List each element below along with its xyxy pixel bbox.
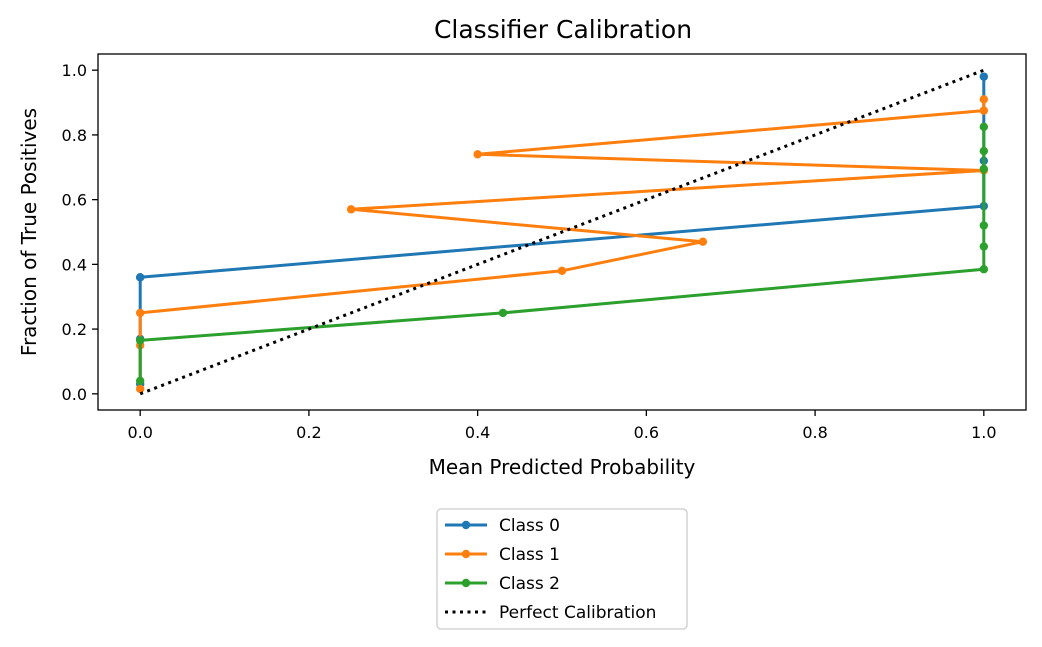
data-point-series2-6 [979, 164, 989, 174]
x-tick-label: 0.8 [802, 423, 827, 442]
data-point-series1-9 [979, 95, 989, 104]
y-axis-ticks: 0.0 0.2 0.4 0.6 0.8 1.0 [62, 61, 98, 404]
data-point-series1-4 [698, 237, 708, 246]
data-point-series1-2 [135, 308, 145, 318]
y-tick-label: 0.4 [62, 255, 87, 274]
data-point-series2-1 [135, 336, 145, 345]
data-point-series0-3 [135, 273, 145, 282]
x-tick-label: 0.6 [634, 423, 659, 442]
x-axis-ticks: 0.0 0.2 0.4 0.6 0.8 1.0 [127, 410, 997, 442]
data-point-series0-6 [979, 72, 989, 81]
y-tick-label: 0.6 [62, 191, 87, 210]
data-point-series1-0 [135, 384, 145, 394]
data-point-series2-7 [979, 146, 989, 156]
chart-title: Classifier Calibration [434, 15, 692, 44]
y-tick-label: 0.2 [62, 320, 87, 339]
x-axis-label: Mean Predicted Probability [429, 455, 696, 479]
legend-label-2: Class 2 [499, 574, 560, 594]
legend-box [436, 508, 688, 630]
legend-marker-1 [461, 549, 471, 559]
data-point-series1-8 [979, 106, 989, 115]
x-tick-label: 1.0 [971, 423, 996, 442]
plot-frame [97, 53, 1027, 411]
legend: Class 0 Class 1 Class 2 Perfect Calibration [436, 508, 688, 630]
legend-label-1: Class 1 [499, 545, 560, 565]
data-point-series1-3 [557, 266, 567, 276]
data-point-series2-4 [979, 242, 989, 251]
y-tick-label: 0.8 [62, 126, 87, 145]
data-point-series2-8 [979, 122, 989, 132]
series-line-1 [138, 97, 986, 391]
y-tick-label: 0.0 [62, 385, 87, 404]
data-point-series2-3 [979, 265, 989, 274]
series-line-2 [138, 125, 986, 383]
legend-marker-0 [461, 520, 471, 530]
x-tick-label: 0.2 [296, 423, 321, 442]
data-point-series2-2 [498, 308, 508, 318]
plot-area [135, 68, 989, 396]
data-point-series1-7 [473, 150, 482, 159]
y-tick-label: 1.0 [62, 61, 87, 80]
legend-marker-2 [461, 578, 471, 588]
legend-label-3: Perfect Calibration [499, 603, 656, 623]
data-point-series1-5 [346, 205, 356, 214]
data-point-series2-0 [135, 376, 145, 386]
y-axis-label: Fraction of True Positives [17, 108, 41, 356]
data-point-series2-5 [979, 221, 989, 230]
x-tick-label: 0.0 [127, 423, 152, 442]
x-tick-label: 0.4 [465, 423, 490, 442]
legend-label-0: Class 0 [499, 516, 560, 536]
series-line-3 [139, 68, 985, 396]
